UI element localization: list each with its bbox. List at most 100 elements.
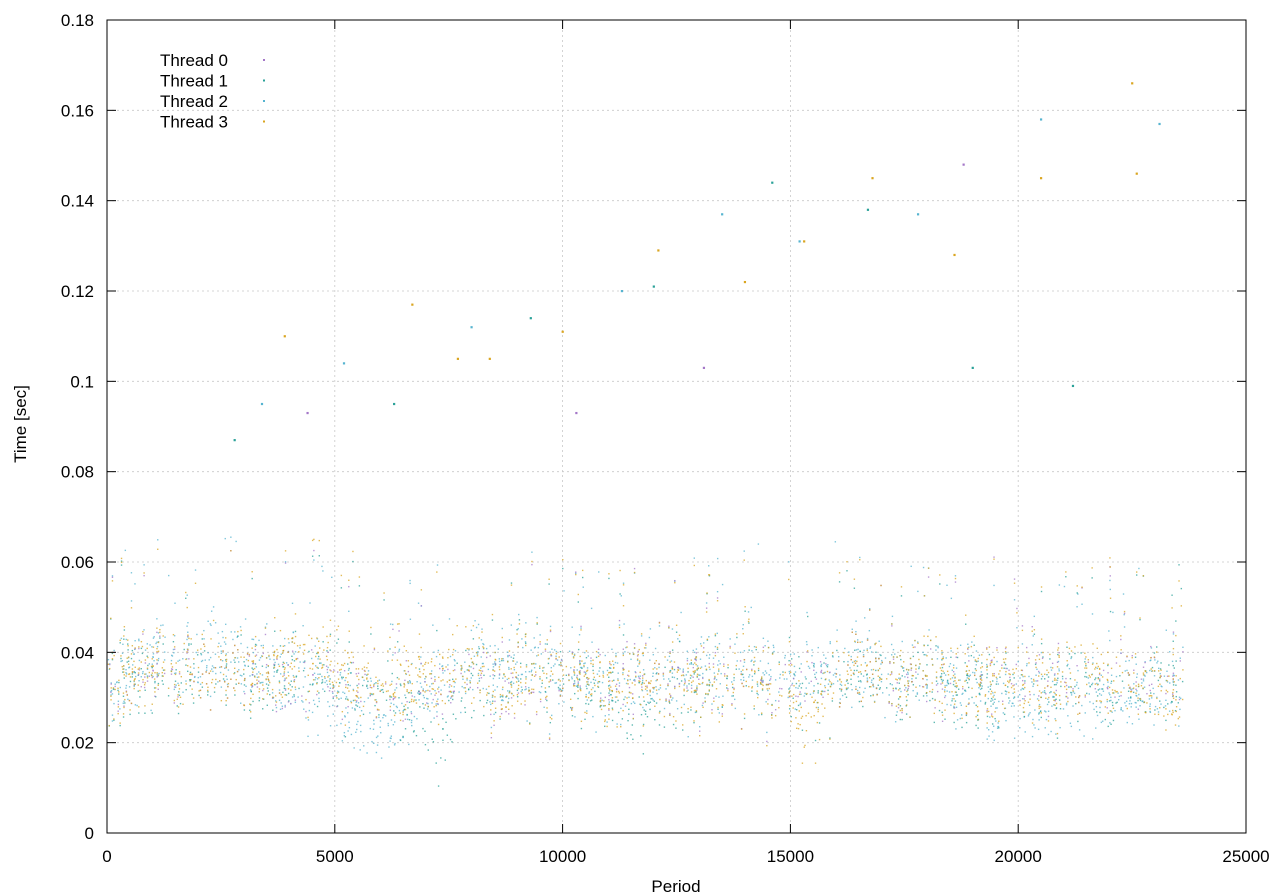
data-point [222,650,224,652]
data-point [947,683,950,685]
data-point [778,691,780,693]
data-point [483,674,485,677]
data-point [196,649,199,651]
data-point [751,686,754,688]
data-point [590,681,592,684]
data-point [403,682,405,685]
data-point [1070,725,1073,728]
x-tick-label: 20000 [995,847,1042,866]
data-point [1050,730,1052,733]
data-point [715,679,718,681]
data-point [600,708,603,711]
data-point [699,683,701,686]
data-point [855,649,858,651]
data-point [332,713,334,715]
data-point [748,674,751,676]
data-point [915,677,917,679]
data-point [213,691,216,693]
data-point [719,663,721,665]
data-point [811,649,813,651]
data-point [1109,557,1111,559]
data-point [350,700,352,703]
data-point [576,684,579,687]
data-point [611,648,613,650]
data-point [1080,652,1082,654]
data-point [694,662,696,664]
data-point [380,689,383,691]
data-point [1038,703,1041,706]
data-point [608,718,610,720]
data-point [372,693,375,695]
data-point [307,735,309,738]
data-point [369,684,372,686]
data-point [855,685,857,688]
data-point [591,641,593,643]
data-point [599,653,601,656]
data-point [1094,666,1097,669]
data-point [549,721,552,724]
data-point [525,688,527,690]
data-point [144,682,146,684]
data-point [631,724,634,726]
data-point [731,695,733,697]
data-point [154,682,156,684]
data-point [424,743,427,746]
data-point [512,694,515,697]
data-point [1163,706,1165,709]
data-point [912,689,914,692]
data-point [999,670,1001,672]
data-point [380,684,383,687]
data-point [415,702,418,704]
data-point [407,682,410,685]
data-point [1148,698,1151,700]
data-point [211,678,214,681]
data-point [1029,712,1031,714]
data-point [807,650,809,652]
data-point [850,683,852,686]
data-point [831,700,834,702]
data-point [649,682,652,685]
data-point [137,684,139,686]
data-point [490,703,492,706]
data-point [431,688,433,690]
data-point [628,691,631,694]
data-point [943,663,945,665]
data-point [291,637,293,640]
data-point [434,678,436,681]
data-point [293,665,296,668]
data-point [876,694,878,696]
data-point [113,702,115,705]
data-point [366,752,368,754]
data-point [173,683,176,686]
data-point [1038,675,1040,677]
data-point [371,740,373,743]
data-point [1056,679,1059,682]
data-point [379,720,382,722]
data-point [544,690,547,693]
data-point [294,688,297,691]
data-point [508,697,510,700]
data-point [246,653,249,656]
data-point [931,697,934,700]
data-point [516,700,519,702]
data-point [582,586,584,588]
outlier-point [971,366,974,369]
data-point [560,662,562,664]
data-point [188,644,190,647]
data-point [1182,669,1184,671]
data-point [711,709,713,711]
data-point [568,673,570,676]
data-point [921,685,924,688]
data-point [1008,673,1010,675]
data-point [623,623,625,625]
data-point [571,677,573,680]
data-point [240,683,243,685]
data-point [929,639,932,642]
data-point [408,719,411,721]
data-point [1172,675,1174,677]
data-point [743,650,746,652]
data-point [562,567,564,570]
data-point [520,703,522,705]
data-point [793,693,795,696]
data-point [220,659,222,661]
